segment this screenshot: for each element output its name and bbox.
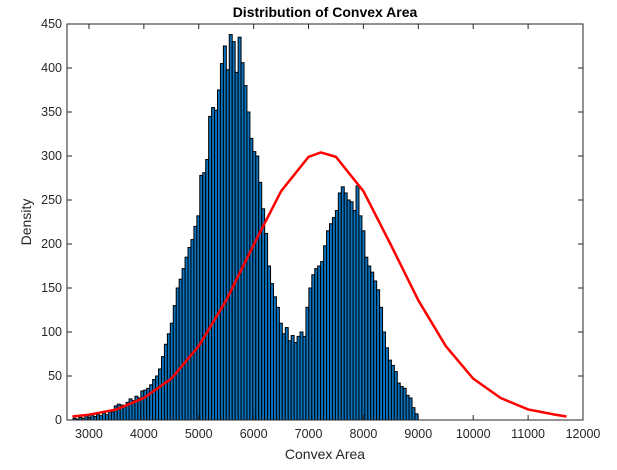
x-tick-label: 6000 [240,427,268,441]
y-axis-title: Density [18,199,34,246]
y-tick-label: 450 [41,17,62,31]
x-tick-label: 7000 [295,427,323,441]
histogram-bar [414,413,419,421]
chart-title: Distribution of Convex Area [233,4,418,20]
fitted-curve-group [72,151,567,418]
y-axis-ticks: 0 50 100 150 200 250 300 350 400 450 [41,17,583,427]
x-axis-title: Convex Area [285,446,365,462]
y-tick-label: 200 [41,237,62,251]
x-tick-label: 11000 [511,427,545,441]
axes-box [66,23,584,421]
x-tick-label: 3000 [75,427,103,441]
x-tick-label: 8000 [350,427,378,441]
y-tick-label: 100 [41,325,62,339]
y-tick-label: 300 [41,149,62,163]
x-tick-label: 9000 [404,427,432,441]
x-tick-label: 4000 [130,427,158,441]
x-tick-label: 10000 [456,427,491,441]
x-axis-ticks: 3000 4000 5000 6000 7000 8000 9000 10000 11000 12… [75,24,600,441]
y-tick-label: 350 [41,105,62,119]
x-tick-label: 12000 [566,427,601,441]
y-tick-label: 0 [55,413,62,427]
y-tick-label: 250 [41,193,62,207]
y-tick-label: 150 [41,281,62,295]
x-tick-label: 5000 [185,427,213,441]
fitted-density-curve [72,151,567,418]
y-tick-label: 50 [48,369,62,383]
y-tick-label: 400 [41,61,62,75]
